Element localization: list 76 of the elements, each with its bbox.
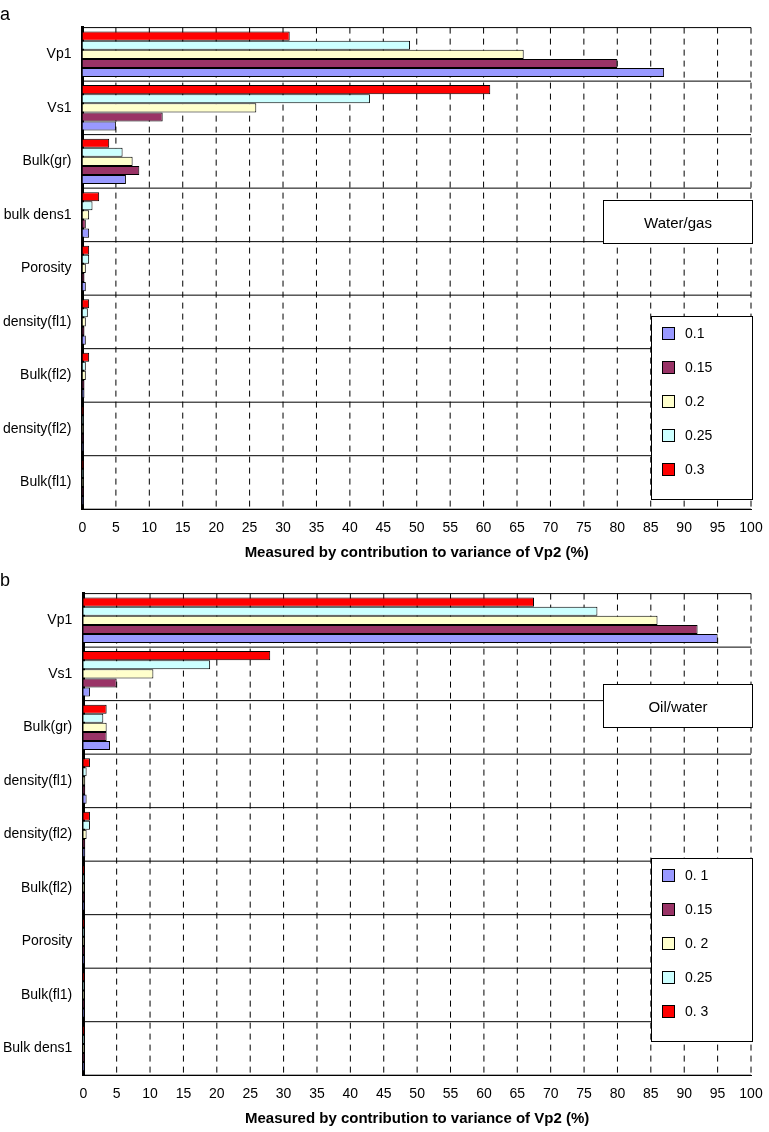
x-tick-label: 10	[142, 1085, 159, 1102]
x-tick-label: 25	[242, 1085, 259, 1102]
legend-label: 0. 2	[685, 935, 709, 951]
y-tick-label: Vp1	[46, 45, 72, 62]
x-tick-label: 90	[676, 1085, 693, 1102]
x-tick-label: 65	[509, 1085, 526, 1102]
x-tick-label: 45	[375, 1085, 392, 1102]
x-tick-label: 35	[309, 1085, 325, 1102]
x-tick-label: 100	[739, 1085, 763, 1102]
x-tick-label: 20	[208, 519, 225, 536]
y-tick-label: density(fl1)	[3, 312, 72, 329]
x-tick-label: 50	[408, 519, 425, 536]
x-tick-label: 20	[209, 1085, 225, 1102]
legend-label: 0. 3	[685, 1003, 709, 1019]
x-tick-label: 90	[676, 519, 693, 536]
x-tick-label: 75	[576, 519, 592, 536]
y-tick-label: Bulk(fl1)	[20, 473, 72, 490]
y-tick-label: density(fl2)	[3, 825, 73, 842]
x-tick-label: 45	[375, 519, 392, 536]
x-tick-label: 0	[79, 1085, 88, 1102]
x-tick-label: 100	[739, 519, 763, 536]
x-tick-label: 50	[409, 1085, 426, 1102]
x-tick-label: 10	[141, 519, 158, 536]
y-tick-label: Vp1	[47, 611, 73, 628]
x-tick-label: 60	[476, 1085, 492, 1102]
legend-label: 0.15	[685, 901, 713, 917]
x-tick-label: 60	[475, 519, 492, 536]
y-tick-label: bulk dens1	[3, 205, 72, 222]
x-tick-label: 5	[112, 1085, 121, 1102]
legend-label: 0.3	[685, 461, 705, 477]
x-tick-label: 15	[175, 1085, 192, 1102]
x-tick-label: 85	[642, 519, 659, 536]
y-tick-label: Bulk(fl1)	[20, 985, 73, 1002]
chart-title: a	[0, 3, 11, 24]
y-tick-label: Bulk(gr)	[23, 718, 73, 735]
x-tick-label: 5	[112, 519, 120, 536]
y-tick-label: Bulk(fl2)	[20, 366, 72, 383]
x-tick-label: 80	[609, 519, 626, 536]
x-tick-label: 85	[643, 1085, 659, 1102]
x-tick-label: 70	[542, 1085, 559, 1102]
legend-label: 0.25	[685, 969, 713, 985]
y-tick-label: density(fl2)	[3, 419, 72, 436]
legend-label: 0.1	[685, 325, 705, 341]
x-tick-label: 80	[609, 1085, 626, 1102]
y-tick-label: Porosity	[21, 932, 73, 949]
label-box: Oil/water	[603, 684, 753, 728]
chart-title: b	[0, 569, 11, 590]
x-tick-label: 30	[275, 519, 292, 536]
x-axis-title: Measured by contribution to variance of Vp2 (%)	[244, 543, 589, 561]
y-tick-label: Bulk(fl2)	[20, 878, 73, 895]
y-tick-label: Bulk dens1	[2, 1039, 73, 1056]
x-tick-label: 65	[509, 519, 526, 536]
legend-label: 0.25	[685, 427, 713, 443]
x-tick-label: 15	[174, 519, 191, 536]
legend-label: 0.15	[685, 359, 713, 375]
x-tick-label: 40	[342, 1085, 359, 1102]
x-tick-label: 70	[542, 519, 559, 536]
x-tick-label: 55	[442, 1085, 459, 1102]
x-tick-label: 95	[709, 519, 726, 536]
legend-label: 0. 1	[685, 867, 709, 883]
y-tick-label: density(fl1)	[3, 771, 73, 788]
y-tick-label: Bulk(gr)	[22, 152, 72, 169]
x-tick-label: 95	[709, 1085, 726, 1102]
x-axis-title: Measured by contribution to variance of Vp2 (%)	[245, 1109, 590, 1127]
x-tick-label: 75	[576, 1085, 593, 1102]
x-tick-label: 0	[78, 519, 87, 536]
x-tick-label: 40	[342, 519, 358, 536]
y-tick-label: Vs1	[47, 98, 72, 115]
x-tick-label: 30	[275, 1085, 292, 1102]
x-tick-label: 25	[241, 519, 258, 536]
legend-label: 0.2	[685, 393, 705, 409]
y-tick-label: Porosity	[20, 259, 72, 276]
x-tick-label: 55	[442, 519, 459, 536]
x-tick-label: 35	[308, 519, 325, 536]
y-tick-label: Vs1	[48, 664, 73, 681]
label-box: Water/gas	[603, 200, 753, 244]
